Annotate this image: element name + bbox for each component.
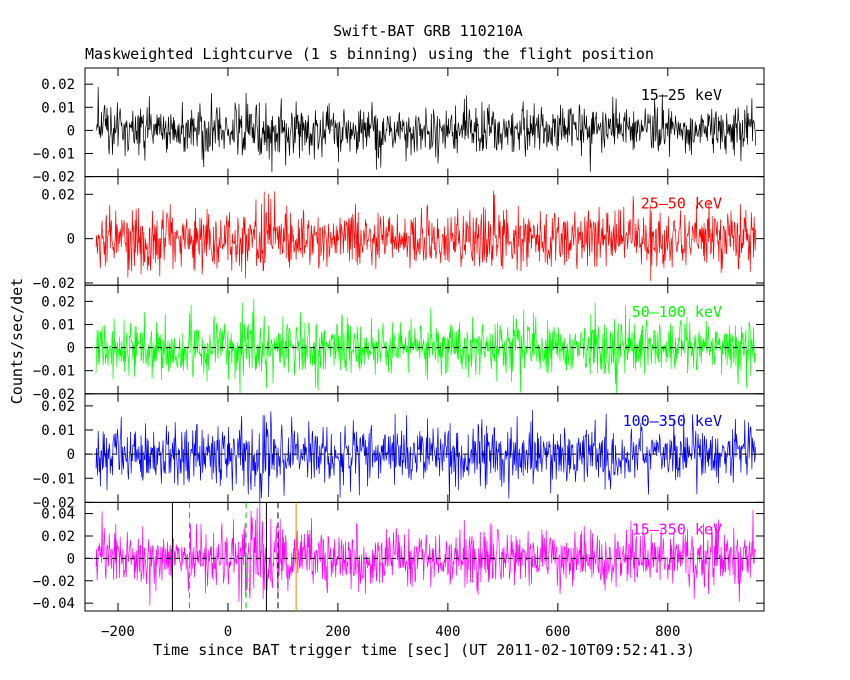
y-tick-label: −0.04 <box>33 596 75 612</box>
panel-frame <box>84 501 765 612</box>
panel-3: 0.02 0.01 0 −0.01 −0.02 50–100 keV <box>33 284 765 403</box>
y-axis-label: Counts/sec/det <box>8 278 26 404</box>
panel-5: 0.04 0.02 0 −0.02 −0.04 15–350 keV <box>33 501 765 612</box>
panel-4: 0.02 0.01 0 −0.01 −0.02 100–350 keV <box>33 393 765 511</box>
y-tick-label: −0.02 <box>33 574 75 590</box>
panel-2: 0.02 0 −0.02 25–50 keV <box>33 176 765 292</box>
panel-1: 0.02 0.01 0 −0.01 −0.02 15–25 keV <box>33 67 765 186</box>
band-label: 100–350 keV <box>623 412 722 430</box>
y-tick-label: 0.02 <box>41 77 75 93</box>
y-tick-label: −0.01 <box>33 471 75 487</box>
x-tick-label: 800 <box>655 624 680 640</box>
x-tick-label: −200 <box>101 624 135 640</box>
y-tick-label: 0.02 <box>41 529 75 545</box>
y-tick-label: 0.02 <box>41 294 75 310</box>
band-label: 50–100 keV <box>632 303 722 321</box>
x-tick-labels: −200 0 200 400 600 800 <box>101 624 680 640</box>
y-tick-label: 0.04 <box>41 507 75 523</box>
series-line-3 <box>95 298 757 394</box>
y-tick-label: 0 <box>67 551 75 567</box>
panels: 0.02 0.01 0 −0.01 −0.02 15–25 keV 0.02 0 −0.02 25… <box>33 67 765 612</box>
series-line-4 <box>95 409 757 503</box>
series-line-5 <box>95 502 757 612</box>
band-label: 15–350 keV <box>632 520 722 538</box>
y-tick-label: 0 <box>67 232 75 248</box>
series-line-1 <box>95 86 757 173</box>
y-tick-label: 0.01 <box>41 423 75 439</box>
chart-title: Swift-BAT GRB 110210A <box>333 22 523 40</box>
band-label: 15–25 keV <box>641 86 722 104</box>
y-tick-label: 0.01 <box>41 100 75 116</box>
x-tick-label: 400 <box>435 624 460 640</box>
y-tick-label: 0 <box>67 447 75 463</box>
chart-subtitle: Maskweighted Lightcurve (1 s binning) us… <box>85 45 654 63</box>
y-tick-label: −0.02 <box>33 387 75 403</box>
x-axis-label: Time since BAT trigger time [sec] (UT 20… <box>153 641 695 659</box>
panel-frame <box>84 284 765 395</box>
y-tick-label: −0.02 <box>33 276 75 292</box>
band-label: 25–50 keV <box>641 195 722 213</box>
series-line-2 <box>95 190 757 281</box>
x-tick-label: 0 <box>224 624 232 640</box>
x-tick-label: 600 <box>545 624 570 640</box>
y-tick-label: 0.02 <box>41 399 75 415</box>
y-tick-label: −0.01 <box>33 364 75 380</box>
x-tick-label: 200 <box>325 624 350 640</box>
y-tick-label: 0.01 <box>41 317 75 333</box>
y-tick-label: −0.02 <box>33 170 75 186</box>
y-tick-label: 0 <box>67 123 75 139</box>
y-tick-label: −0.02 <box>33 495 75 511</box>
y-tick-label: 0 <box>67 341 75 357</box>
y-tick-label: −0.01 <box>33 146 75 162</box>
y-tick-label: 0.02 <box>41 187 75 203</box>
